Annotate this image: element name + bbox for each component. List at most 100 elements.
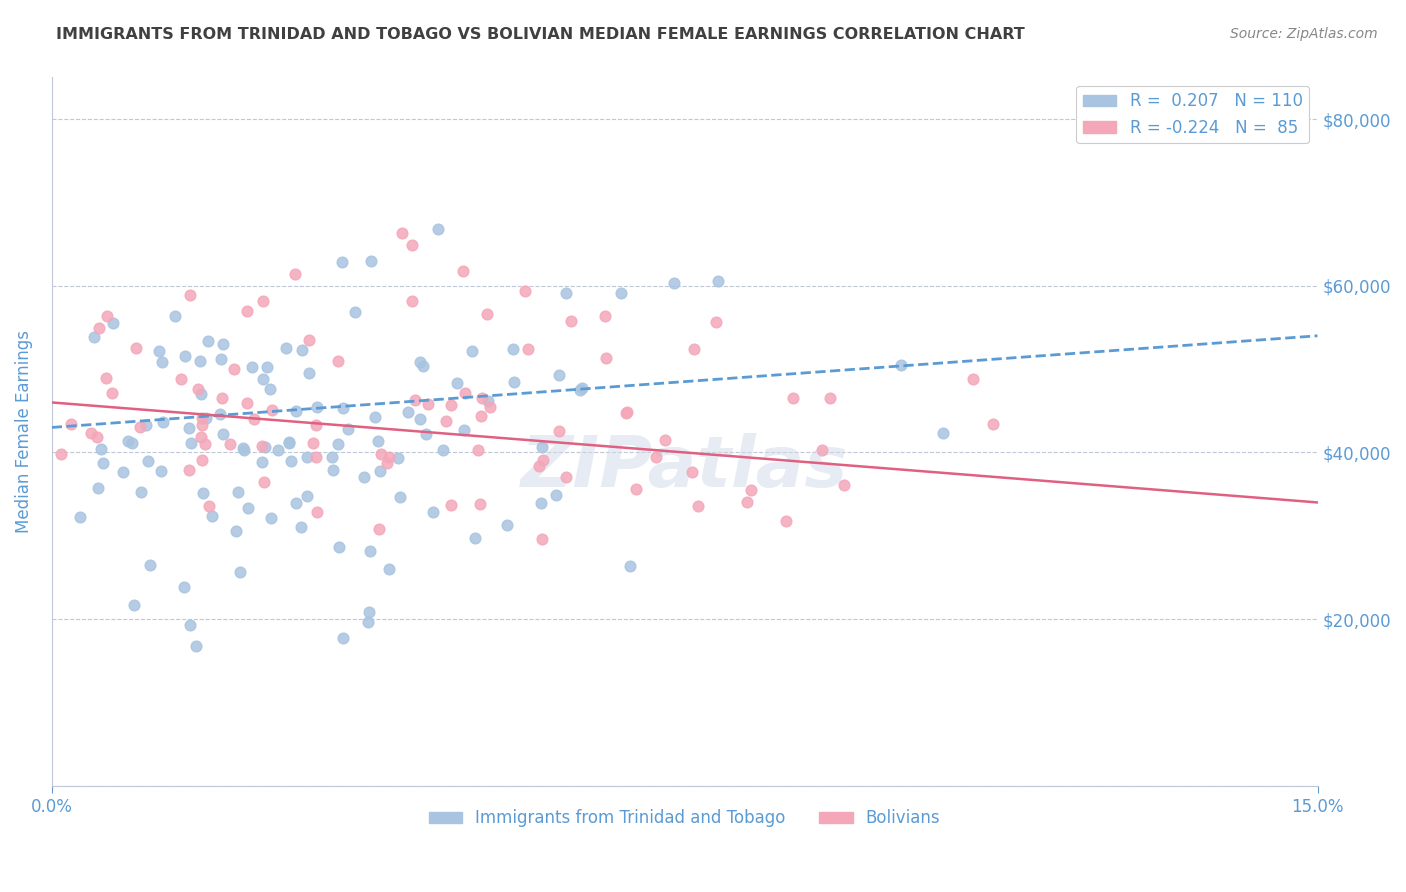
Point bbox=[704, 315, 727, 329]
Point bbox=[179, 618, 201, 632]
Point bbox=[96, 371, 118, 385]
Point bbox=[186, 383, 208, 397]
Point bbox=[396, 405, 419, 419]
Point bbox=[150, 355, 173, 369]
Point bbox=[434, 414, 457, 428]
Point bbox=[179, 287, 201, 301]
Point bbox=[707, 275, 730, 289]
Point bbox=[233, 443, 256, 458]
Point bbox=[250, 455, 273, 469]
Point bbox=[931, 426, 953, 441]
Point bbox=[190, 418, 212, 433]
Point bbox=[412, 359, 434, 373]
Point bbox=[568, 383, 591, 397]
Point bbox=[262, 403, 284, 417]
Point bbox=[129, 484, 152, 499]
Point bbox=[208, 408, 231, 422]
Point bbox=[243, 412, 266, 426]
Text: Source: ZipAtlas.com: Source: ZipAtlas.com bbox=[1230, 27, 1378, 41]
Point bbox=[236, 396, 259, 410]
Point bbox=[626, 482, 648, 496]
Point bbox=[416, 397, 439, 411]
Point bbox=[103, 316, 125, 330]
Point bbox=[274, 341, 297, 355]
Point bbox=[69, 510, 91, 524]
Point bbox=[531, 532, 554, 546]
Point bbox=[547, 425, 569, 439]
Point bbox=[211, 391, 233, 405]
Point bbox=[307, 504, 329, 518]
Point bbox=[254, 440, 277, 454]
Point bbox=[359, 543, 381, 558]
Point bbox=[681, 465, 703, 479]
Point bbox=[332, 631, 354, 645]
Point bbox=[148, 343, 170, 358]
Point bbox=[440, 398, 463, 412]
Point bbox=[451, 263, 474, 277]
Point bbox=[330, 254, 353, 268]
Point bbox=[404, 393, 426, 408]
Point bbox=[152, 415, 174, 429]
Point bbox=[280, 454, 302, 468]
Point bbox=[60, 417, 83, 431]
Point bbox=[496, 518, 519, 533]
Point bbox=[197, 334, 219, 348]
Point bbox=[686, 499, 709, 513]
Point bbox=[194, 437, 217, 451]
Point bbox=[515, 285, 537, 299]
Point bbox=[101, 386, 124, 401]
Point bbox=[548, 368, 571, 382]
Point bbox=[811, 443, 834, 458]
Point bbox=[368, 464, 391, 478]
Point bbox=[478, 400, 501, 414]
Point bbox=[96, 309, 118, 323]
Point bbox=[595, 351, 617, 366]
Point bbox=[277, 435, 299, 450]
Point bbox=[165, 309, 187, 323]
Point bbox=[328, 437, 350, 451]
Point bbox=[225, 524, 247, 539]
Point bbox=[180, 435, 202, 450]
Point bbox=[409, 411, 432, 425]
Point bbox=[125, 341, 148, 355]
Point bbox=[238, 500, 260, 515]
Point bbox=[86, 430, 108, 444]
Point bbox=[981, 417, 1004, 431]
Point bbox=[209, 352, 232, 367]
Point bbox=[391, 226, 413, 240]
Point bbox=[121, 436, 143, 450]
Point bbox=[571, 381, 593, 395]
Point bbox=[173, 580, 195, 594]
Point bbox=[502, 343, 524, 357]
Point bbox=[179, 463, 201, 477]
Point bbox=[322, 463, 344, 477]
Point bbox=[962, 372, 984, 386]
Point bbox=[389, 490, 412, 504]
Point bbox=[454, 385, 477, 400]
Point bbox=[135, 417, 157, 432]
Point bbox=[49, 447, 72, 461]
Legend: Immigrants from Trinidad and Tobago, Bolivians: Immigrants from Trinidad and Tobago, Bol… bbox=[422, 803, 948, 834]
Point bbox=[614, 406, 637, 420]
Point bbox=[337, 422, 360, 436]
Point bbox=[122, 598, 145, 612]
Point bbox=[357, 605, 380, 619]
Point bbox=[252, 372, 274, 386]
Point bbox=[890, 358, 912, 372]
Point bbox=[198, 499, 221, 513]
Point bbox=[401, 294, 423, 309]
Point bbox=[291, 343, 314, 357]
Point bbox=[218, 437, 240, 451]
Point bbox=[740, 483, 762, 498]
Point bbox=[782, 392, 804, 406]
Point bbox=[328, 540, 350, 554]
Point bbox=[201, 509, 224, 524]
Point bbox=[174, 350, 197, 364]
Point bbox=[446, 376, 468, 390]
Point bbox=[415, 427, 437, 442]
Point bbox=[305, 417, 328, 432]
Point bbox=[139, 558, 162, 572]
Point bbox=[191, 411, 214, 425]
Point bbox=[387, 450, 409, 465]
Point bbox=[298, 366, 321, 380]
